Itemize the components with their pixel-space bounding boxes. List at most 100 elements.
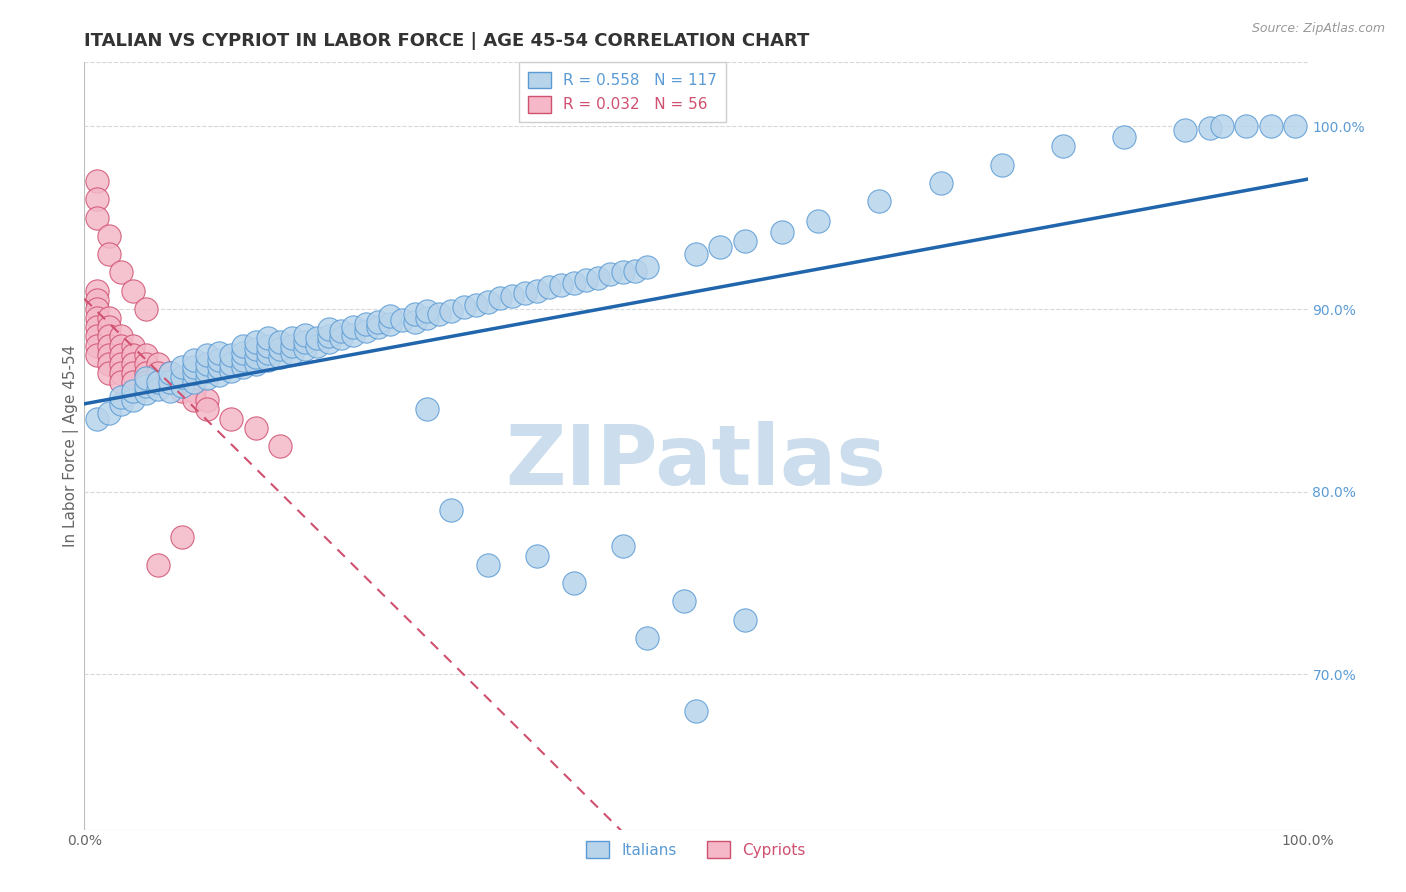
Point — [159, 366, 181, 380]
Point — [404, 308, 426, 322]
Point — [513, 285, 536, 300]
Point — [183, 384, 205, 399]
Point — [172, 384, 194, 399]
Point — [991, 158, 1014, 172]
Point — [219, 348, 242, 362]
Point — [440, 503, 463, 517]
Point — [672, 594, 695, 608]
Point — [183, 353, 205, 368]
Point — [183, 375, 205, 389]
Point — [330, 331, 353, 345]
Point — [146, 357, 169, 371]
Point — [97, 357, 120, 371]
Point — [624, 263, 647, 277]
Point — [110, 357, 132, 371]
Point — [404, 315, 426, 329]
Point — [269, 334, 291, 349]
Point — [86, 411, 108, 425]
Point — [367, 315, 389, 329]
Point — [110, 375, 132, 389]
Point — [122, 393, 145, 408]
Point — [195, 371, 218, 385]
Point — [86, 193, 108, 207]
Point — [636, 260, 658, 274]
Text: Source: ZipAtlas.com: Source: ZipAtlas.com — [1251, 22, 1385, 36]
Point — [416, 311, 439, 326]
Point — [146, 375, 169, 389]
Point — [183, 366, 205, 380]
Point — [562, 576, 585, 591]
Point — [208, 346, 231, 360]
Point — [354, 324, 377, 338]
Point — [232, 338, 254, 352]
Point — [172, 378, 194, 392]
Point — [172, 360, 194, 375]
Point — [342, 327, 364, 342]
Point — [146, 383, 169, 397]
Point — [269, 342, 291, 356]
Legend: Italians, Cypriots: Italians, Cypriots — [581, 835, 811, 864]
Point — [135, 386, 157, 401]
Point — [257, 346, 280, 360]
Point — [232, 346, 254, 360]
Point — [586, 271, 609, 285]
Point — [257, 331, 280, 345]
Point — [318, 334, 340, 349]
Point — [232, 360, 254, 375]
Point — [135, 371, 157, 385]
Point — [281, 346, 304, 360]
Point — [195, 402, 218, 417]
Point — [183, 360, 205, 375]
Point — [219, 411, 242, 425]
Point — [146, 366, 169, 380]
Point — [208, 360, 231, 375]
Point — [245, 342, 267, 356]
Point — [294, 342, 316, 356]
Point — [135, 348, 157, 362]
Point — [208, 353, 231, 368]
Point — [612, 265, 634, 279]
Point — [1114, 130, 1136, 145]
Point — [1236, 120, 1258, 134]
Point — [245, 334, 267, 349]
Point — [86, 329, 108, 343]
Point — [269, 350, 291, 364]
Point — [195, 348, 218, 362]
Point — [195, 357, 218, 371]
Point — [245, 350, 267, 364]
Point — [257, 338, 280, 352]
Text: ZIPatlas: ZIPatlas — [506, 421, 886, 502]
Point — [318, 329, 340, 343]
Point — [636, 631, 658, 645]
Point — [97, 311, 120, 326]
Point — [416, 303, 439, 318]
Point — [219, 357, 242, 371]
Point — [97, 320, 120, 334]
Point — [526, 284, 548, 298]
Point — [245, 421, 267, 435]
Point — [97, 406, 120, 420]
Point — [86, 338, 108, 352]
Point — [97, 229, 120, 244]
Point — [709, 240, 731, 254]
Point — [110, 397, 132, 411]
Point — [269, 439, 291, 453]
Point — [453, 300, 475, 314]
Point — [1260, 120, 1282, 134]
Point — [526, 549, 548, 563]
Point — [110, 390, 132, 404]
Point — [380, 317, 402, 331]
Point — [294, 334, 316, 349]
Point — [97, 247, 120, 261]
Point — [86, 311, 108, 326]
Point — [599, 268, 621, 282]
Point — [416, 402, 439, 417]
Point — [122, 384, 145, 399]
Point — [354, 317, 377, 331]
Point — [122, 284, 145, 298]
Point — [195, 393, 218, 408]
Point — [110, 329, 132, 343]
Point — [281, 338, 304, 352]
Point — [367, 320, 389, 334]
Text: ITALIAN VS CYPRIOT IN LABOR FORCE | AGE 45-54 CORRELATION CHART: ITALIAN VS CYPRIOT IN LABOR FORCE | AGE … — [84, 32, 810, 50]
